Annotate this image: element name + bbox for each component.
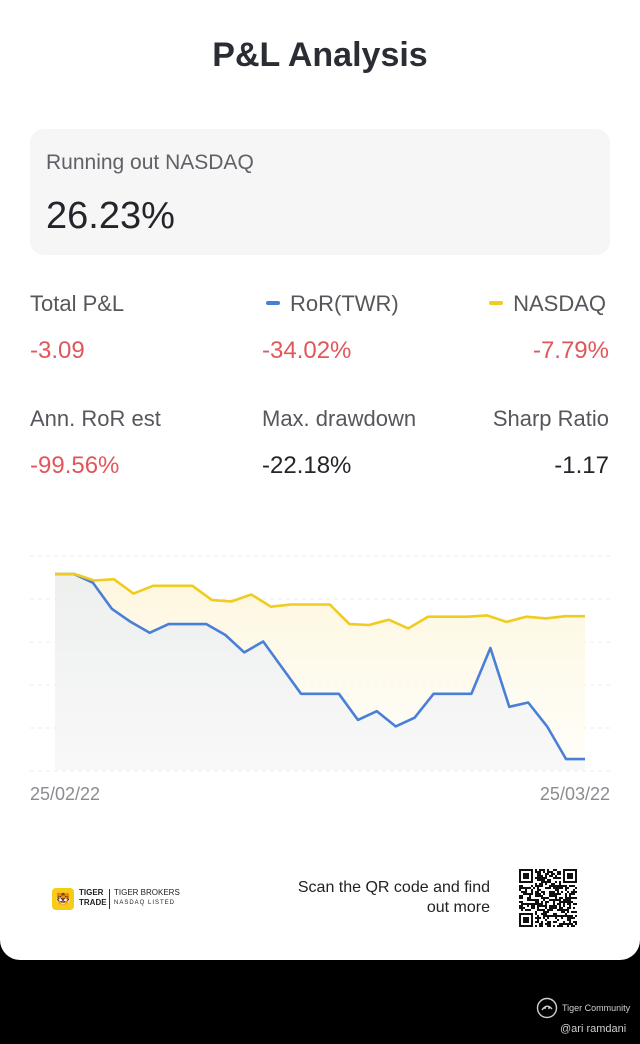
ror-twr-value: -34.02% xyxy=(262,337,352,364)
scan-qr-text: Scan the QR code and find out more xyxy=(297,879,490,916)
tiger-community-icon xyxy=(536,997,558,1019)
qr-code[interactable] xyxy=(519,869,577,927)
pnl-share-card: P&L Analysis Running out NASDAQ 26.23% T… xyxy=(0,0,640,960)
logo-brand: TIGER TRADE xyxy=(79,888,107,907)
nasdaq-label: NASDAQ xyxy=(513,291,606,316)
sharp-ratio-label: Sharp Ratio xyxy=(492,406,609,431)
page-title: P&L Analysis xyxy=(212,36,428,74)
tiger-logo-icon: 🐯 xyxy=(52,888,74,910)
nasdaq-legend: NASDAQ xyxy=(489,291,606,317)
x-tick-start: 25/02/22 xyxy=(30,784,101,804)
nasdaq-value: -7.79% xyxy=(532,337,609,364)
running-out-label: Running out NASDAQ xyxy=(46,151,254,174)
running-out-panel: Running out NASDAQ 26.23% xyxy=(30,129,610,255)
ror-twr-series-line xyxy=(55,572,585,761)
nasdaq-legend-swatch xyxy=(489,301,504,306)
max-drawdown-value: -22.18% xyxy=(262,452,352,479)
ann-ror-label: Ann. RoR est xyxy=(30,406,161,431)
logo-company: TIGER BROKERS NASDAQ LISTED xyxy=(114,888,180,906)
author-handle: @ari ramdani xyxy=(560,1023,627,1035)
performance-chart xyxy=(30,555,610,772)
sharp-ratio-value: -1.17 xyxy=(554,452,609,479)
logo-divider xyxy=(109,889,110,909)
running-out-value: 26.23% xyxy=(46,195,175,237)
ror-twr-legend: RoR(TWR) xyxy=(266,291,399,317)
total-pnl-label: Total P&L xyxy=(30,291,125,316)
ror-legend-swatch xyxy=(266,301,280,306)
ann-ror-value: -99.56% xyxy=(30,452,120,479)
community-label: Tiger Community xyxy=(562,1003,631,1013)
series-area-0 xyxy=(55,574,585,770)
ror-twr-label: RoR(TWR) xyxy=(290,291,399,316)
tiger-community-watermark: Tiger Community xyxy=(536,997,632,1019)
x-tick-end: 25/03/22 xyxy=(539,784,610,804)
nasdaq-series-line xyxy=(55,572,585,630)
max-drawdown-label: Max. drawdown xyxy=(262,406,417,431)
tiger-trade-logo: 🐯 TIGER TRADE TIGER BROKERS NASDAQ LISTE… xyxy=(52,886,182,912)
total-pnl-value: -3.09 xyxy=(30,337,85,364)
